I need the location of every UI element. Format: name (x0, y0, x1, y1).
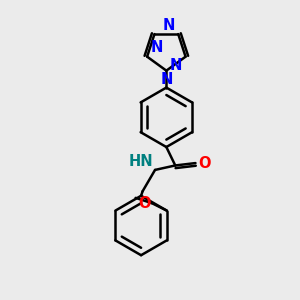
Text: N: N (151, 40, 163, 56)
Text: N: N (160, 72, 172, 87)
Text: N: N (169, 58, 182, 73)
Text: HN: HN (129, 154, 154, 169)
Text: O: O (138, 196, 151, 211)
Text: N: N (162, 18, 175, 33)
Text: O: O (198, 156, 211, 171)
